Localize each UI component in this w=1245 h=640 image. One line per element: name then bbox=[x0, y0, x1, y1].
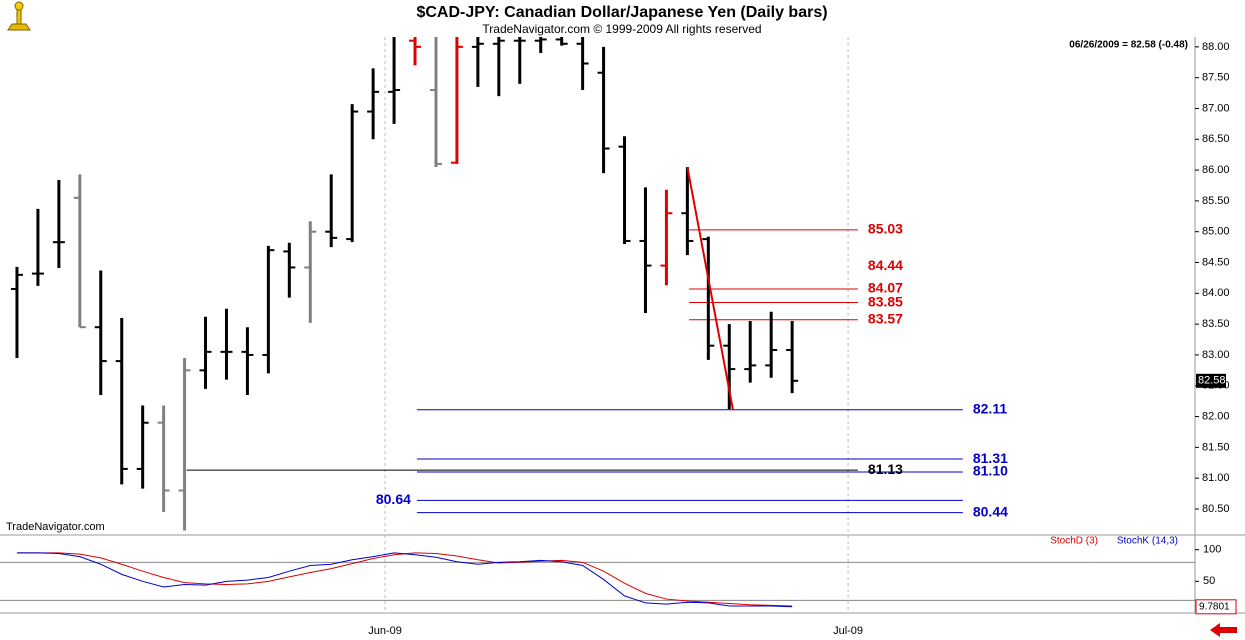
subtitle: TradeNavigator.com © 1999-2009 All right… bbox=[482, 22, 761, 36]
scroll-arrow[interactable] bbox=[1210, 623, 1237, 637]
title: $CAD-JPY: Canadian Dollar/Japanese Yen (… bbox=[416, 4, 827, 21]
level-label: 85.03 bbox=[868, 221, 903, 237]
y-tick-label: 50 bbox=[1203, 575, 1215, 587]
y-tick-label: 86.00 bbox=[1202, 164, 1230, 176]
stoch-lines bbox=[16, 552, 793, 608]
price-bars bbox=[10, 37, 963, 531]
y-tick-label: 86.50 bbox=[1202, 133, 1230, 145]
last-price-box bbox=[1196, 373, 1226, 388]
level-label: 80.64 bbox=[376, 491, 411, 507]
price-info: 06/26/2009 = 82.58 (-0.48) bbox=[1069, 40, 1188, 51]
y-tick-label: 85.00 bbox=[1202, 226, 1230, 238]
level-label: 81.10 bbox=[973, 463, 1008, 479]
level-label: 83.57 bbox=[868, 311, 903, 327]
logo bbox=[7, 1, 31, 31]
y-tick-label: 84.50 bbox=[1202, 256, 1230, 268]
y-tick-label: 83.00 bbox=[1202, 349, 1230, 361]
y-tick-label: 85.50 bbox=[1202, 195, 1230, 207]
stoch-line bbox=[16, 552, 793, 608]
y-tick-label: 82.00 bbox=[1202, 410, 1230, 422]
level-label: 82.11 bbox=[973, 400, 1007, 416]
legend-entry: StochK (14,3) bbox=[1117, 536, 1178, 547]
level-label: 83.85 bbox=[868, 293, 903, 309]
y-tick-label: 87.00 bbox=[1202, 102, 1230, 114]
x-tick-label: Jun-09 bbox=[368, 625, 402, 637]
level-label: 84.44 bbox=[868, 257, 903, 273]
y-tick-label: 83.50 bbox=[1202, 318, 1230, 330]
level-label: 81.31 bbox=[973, 450, 1008, 466]
last-value: 9.7801 bbox=[1199, 601, 1230, 612]
trend-line bbox=[686, 166, 734, 410]
x-tick-label: Jul-09 bbox=[833, 625, 863, 637]
level-label: 80.44 bbox=[973, 503, 1008, 519]
legend-entry: StochD (3) bbox=[1050, 536, 1098, 547]
last-value-box bbox=[1195, 599, 1237, 615]
y-tick-label: 100 bbox=[1203, 544, 1221, 556]
watermark: TradeNavigator.com bbox=[6, 521, 105, 533]
last-price: 82.58 bbox=[1198, 375, 1226, 387]
y-tick-label: 87.50 bbox=[1202, 72, 1230, 84]
level-label: 84.07 bbox=[868, 280, 903, 296]
y-tick-label: 88.00 bbox=[1202, 41, 1230, 53]
y-tick-label: 81.00 bbox=[1202, 472, 1230, 484]
level-label: 81.13 bbox=[868, 461, 903, 477]
y-tick-label: 81.50 bbox=[1202, 441, 1230, 453]
y-tick-label: 84.00 bbox=[1202, 287, 1230, 299]
y-tick-label: 80.50 bbox=[1202, 503, 1230, 515]
